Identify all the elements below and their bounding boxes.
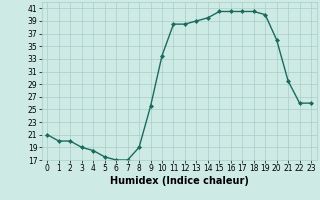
X-axis label: Humidex (Indice chaleur): Humidex (Indice chaleur) [110,176,249,186]
